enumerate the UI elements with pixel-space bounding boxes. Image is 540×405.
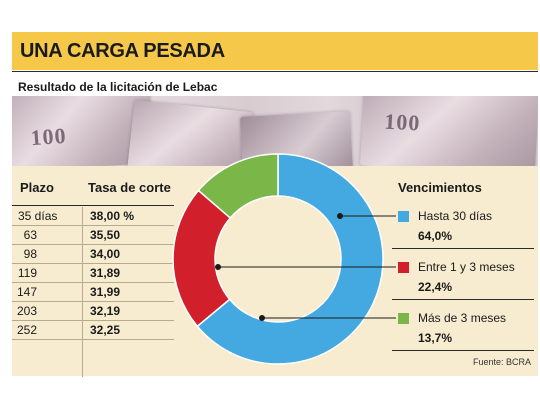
table-row: 63 35,50 xyxy=(12,226,174,245)
legend-value: 64,0% xyxy=(418,229,453,243)
header-plazo: Plazo xyxy=(20,180,54,195)
legend-rule xyxy=(392,248,534,249)
cell-plazo: 203 xyxy=(16,304,37,318)
cell-tasa: 31,89 xyxy=(90,266,121,280)
chart-subtitle: Resultado de la licitación de Lebac xyxy=(18,80,218,94)
cell-plazo: 252 xyxy=(16,323,37,337)
legend-label: Más de 3 meses xyxy=(418,311,507,325)
chart-title: UNA CARGA PESADA xyxy=(20,40,225,62)
cell-tasa: 32,19 xyxy=(90,304,121,318)
legend-title: Vencimientos xyxy=(398,180,482,195)
cell-tasa: 31,99 xyxy=(90,285,121,299)
cell-plazo: 147 xyxy=(16,285,37,299)
legend-label: Entre 1 y 3 meses xyxy=(418,260,515,274)
source-note: Fuente: BCRA xyxy=(473,357,532,367)
legend-swatch-red xyxy=(398,262,409,273)
table-row: 203 32,19 xyxy=(12,302,174,321)
cell-tasa: 32,25 xyxy=(90,323,121,337)
table-row: 147 31,99 xyxy=(12,283,174,302)
cell-tasa: 34,00 xyxy=(90,247,121,261)
legend-swatch-green xyxy=(398,313,409,324)
header-tasa: Tasa de corte xyxy=(88,180,171,195)
table-row: 98 34,00 xyxy=(12,245,174,264)
cell-plazo: 35 días xyxy=(18,209,58,223)
legend-rule xyxy=(392,350,534,351)
header-rule xyxy=(12,205,174,206)
cell-plazo: 98 xyxy=(23,247,37,261)
donut-slice-1 xyxy=(196,153,384,365)
leader-dot-2 xyxy=(215,264,221,270)
leader-dot-3 xyxy=(259,315,265,321)
title-band xyxy=(12,32,538,70)
table-row: 35 días 38,00 % xyxy=(12,207,174,226)
legend-swatch-blue xyxy=(398,211,409,222)
cell-plazo: 119 xyxy=(17,266,37,280)
table-row: 119 31,89 xyxy=(12,264,174,283)
leader-dot-1 xyxy=(337,213,343,219)
donut-slice-3 xyxy=(197,153,279,219)
cell-tasa: 38,00 % xyxy=(90,209,135,223)
table-row: 252 32,25 xyxy=(12,321,174,340)
legend-value: 13,7% xyxy=(418,331,453,345)
legend-rule xyxy=(392,299,534,300)
legend-value: 22,4% xyxy=(418,280,453,294)
column-divider xyxy=(82,207,83,377)
cell-plazo: 63 xyxy=(23,228,37,242)
title-rule xyxy=(12,71,538,72)
legend-label: Hasta 30 días xyxy=(418,209,493,223)
cell-tasa: 35,50 xyxy=(90,228,121,242)
